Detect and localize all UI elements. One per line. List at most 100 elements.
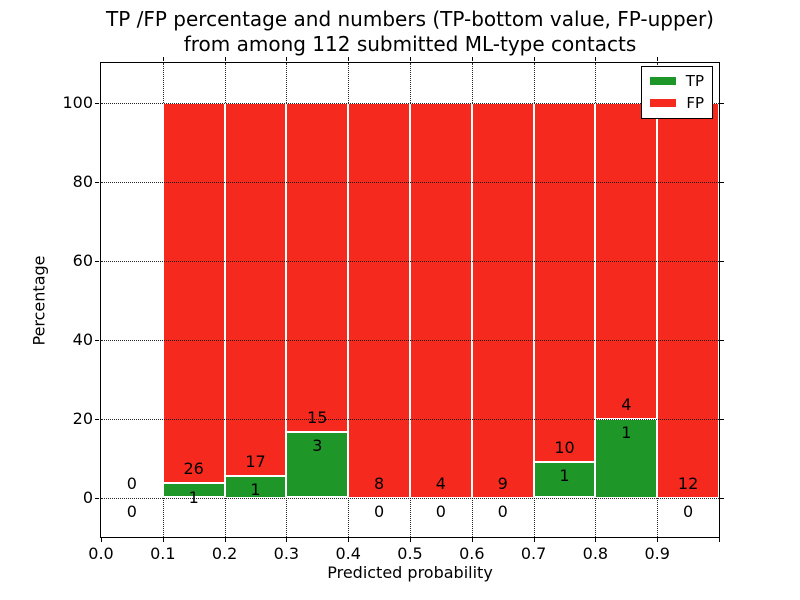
y-tick-mark [95, 181, 99, 183]
x-tick-mark-top [348, 57, 350, 61]
fp-bar-segment [348, 102, 410, 498]
x-tick-mark [533, 538, 535, 542]
tp-count-label: 1 [621, 423, 632, 443]
fp-bar-segment [410, 102, 472, 498]
legend: TP FP [641, 66, 713, 119]
tp-legend-swatch [650, 77, 676, 85]
tp-count-label: 0 [126, 502, 137, 522]
y-tick-label: 20 [72, 408, 93, 428]
tp-bar-segment [286, 431, 349, 498]
y-axis-label-wrap: Percentage [26, 62, 52, 538]
x-tick-mark [719, 538, 720, 542]
fp-bar-segment [224, 102, 287, 476]
x-tick-mark [224, 538, 226, 542]
y-tick-label: 100 [62, 92, 93, 112]
x-tick-label: 0.9 [644, 544, 670, 563]
y-tick-mark-right [720, 418, 724, 420]
tp-bar-segment [595, 418, 658, 498]
horizontal-gridline [101, 497, 719, 499]
x-tick-mark [410, 538, 411, 542]
legend-item-tp: TP [650, 73, 704, 89]
y-tick-mark [95, 339, 99, 341]
fp-count-label: 26 [183, 459, 204, 479]
fp-count-label: 12 [677, 473, 699, 493]
x-tick-mark [286, 538, 288, 542]
fp-count-label: 0 [126, 473, 137, 493]
horizontal-gridline [101, 181, 719, 183]
fp-count-label: 15 [307, 407, 328, 427]
y-tick-mark-right [720, 339, 724, 341]
fp-count-label: 10 [554, 437, 575, 457]
tp-count-label: 1 [559, 466, 570, 486]
x-axis-label: Predicted probability [327, 563, 493, 582]
x-tick-mark-top [471, 57, 473, 61]
x-tick-mark-top [595, 57, 597, 61]
x-tick-label: 0.6 [459, 544, 485, 563]
legend-item-fp: FP [650, 95, 704, 111]
plot-area: TP FP 0 0 26 1 17 1 15 3 8 0 4 0 9 0 10 1 4 1 12 0 0.0 0.1 0.2… [62, 57, 724, 563]
fp-count-label: 4 [435, 473, 446, 493]
fp-count-label: 9 [497, 473, 508, 493]
tp-count-label: 0 [374, 502, 385, 522]
tp-legend-label: TP [685, 72, 704, 90]
x-tick-mark-top [657, 57, 659, 61]
y-tick-mark [95, 102, 99, 104]
y-tick-mark [95, 497, 99, 499]
x-tick-label: 0.2 [211, 544, 238, 563]
y-tick-mark-right [720, 497, 724, 499]
x-tick-label: 0.1 [150, 544, 176, 563]
x-tick-mark-top [286, 57, 288, 61]
tp-count-label: 3 [312, 436, 323, 456]
x-tick-label: 0.5 [397, 544, 423, 563]
fp-count-label: 17 [245, 451, 266, 471]
fp-legend-swatch [650, 99, 676, 107]
fp-bar-segment [162, 102, 225, 483]
tp-count-label: 1 [188, 487, 199, 507]
fp-bar-segment [286, 102, 349, 432]
fp-legend-label: FP [686, 94, 704, 112]
chart-title-line2: from among 112 submitted ML-type contact… [183, 32, 637, 56]
x-tick-label: 0.7 [520, 544, 547, 563]
x-tick-mark [657, 538, 659, 542]
y-tick-mark [95, 418, 99, 420]
y-tick-label: 0 [82, 487, 93, 507]
y-tick-mark-right [720, 260, 724, 262]
fp-bar-segment [533, 102, 596, 462]
x-tick-mark [595, 538, 597, 542]
x-tick-label: 0.8 [582, 544, 609, 563]
horizontal-gridline [101, 102, 719, 104]
y-axis-label: Percentage [29, 254, 49, 346]
y-tick-label: 40 [72, 329, 93, 349]
x-tick-mark-top [162, 57, 164, 61]
y-tick-label: 80 [72, 171, 93, 191]
x-tick-label: 0.0 [88, 544, 114, 563]
chart-title: TP /FP percentage and numbers (TP-bottom… [100, 7, 720, 57]
tp-count-label: 1 [250, 480, 261, 500]
horizontal-gridline [101, 339, 719, 341]
y-tick-label: 60 [72, 250, 93, 270]
x-tick-mark-top [410, 57, 411, 61]
tp-count-label: 0 [435, 502, 446, 522]
tp-bar-segment [162, 482, 225, 498]
y-tick-mark-right [720, 102, 724, 104]
fp-count-label: 8 [374, 473, 385, 493]
horizontal-gridline [101, 418, 719, 420]
x-tick-mark-top [533, 57, 535, 61]
x-tick-label: 0.3 [273, 544, 300, 563]
x-tick-mark-top [224, 57, 226, 61]
x-tick-mark [471, 538, 473, 542]
tp-count-label: 0 [683, 502, 694, 522]
fp-bar-segment [657, 102, 719, 498]
x-tick-mark [348, 538, 350, 542]
x-tick-label: 0.4 [335, 544, 361, 563]
fp-bar-segment [471, 102, 534, 498]
fp-count-label: 4 [621, 394, 632, 414]
x-tick-mark [162, 538, 164, 542]
tp-bar-segment [224, 475, 287, 498]
horizontal-gridline [101, 260, 719, 262]
tp-count-label: 0 [497, 502, 508, 522]
x-tick-mark [101, 538, 102, 542]
tp-bar-segment [533, 461, 596, 498]
y-tick-mark [95, 260, 99, 262]
